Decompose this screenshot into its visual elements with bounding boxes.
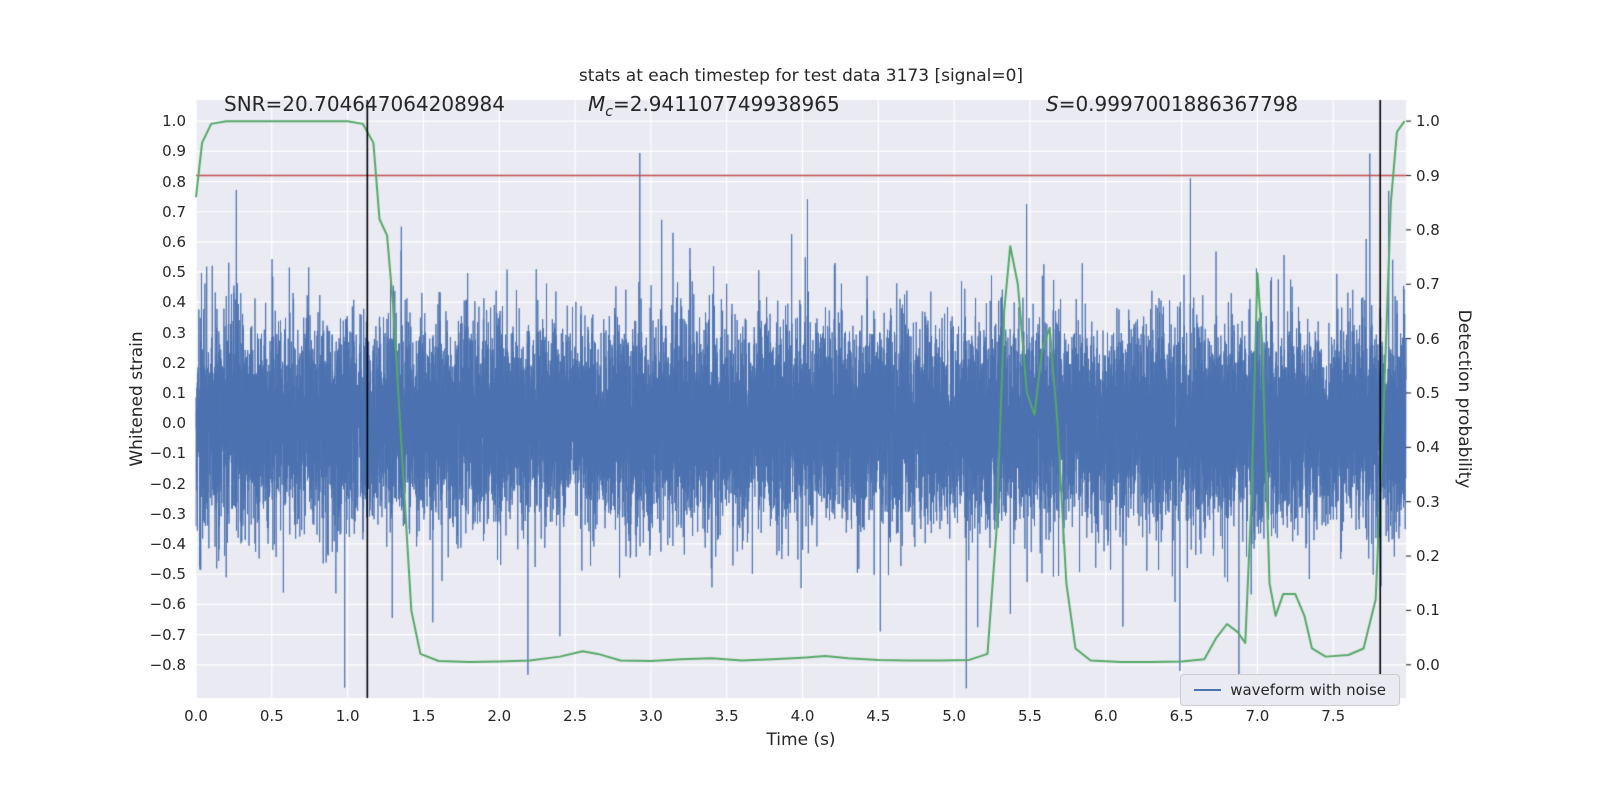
x-tick-label: 1.5	[411, 707, 436, 725]
y-tick-label-left: 0.6	[162, 232, 186, 251]
x-axis-label: Time (s)	[766, 730, 836, 750]
x-tick-label: 4.0	[790, 707, 815, 725]
y-axis-label-right: Detection probability	[1454, 309, 1474, 489]
y-tick-label-left: 0.7	[162, 202, 186, 221]
y-tick-label-right: 0.3	[1416, 492, 1440, 511]
y-axis-label-left: Whitened strain	[127, 331, 147, 467]
x-tick-label: 7.0	[1245, 707, 1270, 725]
annotation-snr-text: SNR=20.704647064208984	[224, 92, 505, 116]
y-tick-label-right: 1.0	[1416, 112, 1440, 131]
y-tick-label-left: −0.5	[149, 565, 186, 584]
x-tick-label: 5.5	[1018, 707, 1042, 725]
y-tick-label-right: 0.6	[1416, 329, 1440, 348]
y-tick-label-right: 0.4	[1416, 438, 1440, 457]
y-tick-label-left: 0.2	[162, 353, 186, 372]
x-tick-label: 0.5	[259, 707, 284, 725]
legend: waveform with noise	[1180, 674, 1400, 706]
annotation-snr: SNR=20.704647064208984	[224, 92, 505, 116]
annotation-mc-subscript: c	[605, 104, 613, 120]
y-tick-label-left: −0.3	[149, 504, 186, 523]
y-tick-label-left: −0.7	[149, 625, 186, 644]
y-tick-label-left: 0.0	[162, 414, 186, 433]
y-tick-label-left: −0.1	[149, 444, 186, 463]
annotation-s-symbol: S	[1046, 92, 1059, 116]
y-tick-label-left: 0.3	[162, 323, 186, 342]
x-tick-label: 0.0	[184, 707, 208, 725]
y-tick-label-right: 0.7	[1416, 275, 1440, 294]
y-tick-label-right: 0.0	[1416, 655, 1440, 674]
x-tick-label: 2.0	[487, 707, 512, 725]
annotation-mc-symbol: M	[588, 92, 606, 116]
x-tick-label: 5.0	[942, 707, 967, 725]
y-tick-label-left: 0.8	[162, 172, 186, 191]
y-tick-label-left: −0.6	[149, 595, 186, 614]
y-tick-label-left: 1.0	[162, 112, 186, 131]
y-tick-label-right: 0.5	[1416, 383, 1440, 402]
y-tick-label-left: −0.2	[149, 474, 186, 493]
x-tick-label: 3.5	[714, 707, 739, 725]
annotation-chirp-mass: Mc=2.941107749938965	[588, 92, 840, 120]
y-tick-label-right: 0.8	[1416, 220, 1440, 239]
y-tick-label-left: 0.1	[162, 383, 186, 402]
chart-title: stats at each timestep for test data 317…	[578, 66, 1024, 86]
y-tick-label-left: 0.5	[162, 263, 186, 282]
y-tick-label-left: 0.9	[162, 142, 186, 161]
annotation-s-stat: S=0.9997001886367798	[1046, 92, 1298, 116]
y-tick-label-right: 0.2	[1416, 547, 1440, 566]
annotation-mc-value: =2.941107749938965	[612, 92, 840, 116]
y-tick-label-left: 0.4	[162, 293, 186, 312]
annotation-s-value: =0.9997001886367798	[1058, 92, 1299, 116]
y-tick-label-right: 0.9	[1416, 166, 1440, 185]
legend-line-swatch	[1194, 689, 1222, 691]
y-tick-label-right: 0.1	[1416, 601, 1440, 620]
legend-label: waveform with noise	[1230, 681, 1386, 699]
y-tick-label-left: −0.8	[149, 655, 186, 674]
x-tick-label: 2.5	[563, 707, 587, 725]
x-tick-label: 4.5	[866, 707, 891, 725]
x-tick-label: 6.5	[1169, 707, 1194, 725]
x-tick-label: 7.5	[1321, 707, 1346, 725]
x-tick-label: 3.0	[638, 707, 663, 725]
x-tick-label: 6.0	[1093, 707, 1118, 725]
y-tick-label-left: −0.4	[149, 534, 186, 553]
x-tick-label: 1.0	[335, 707, 360, 725]
